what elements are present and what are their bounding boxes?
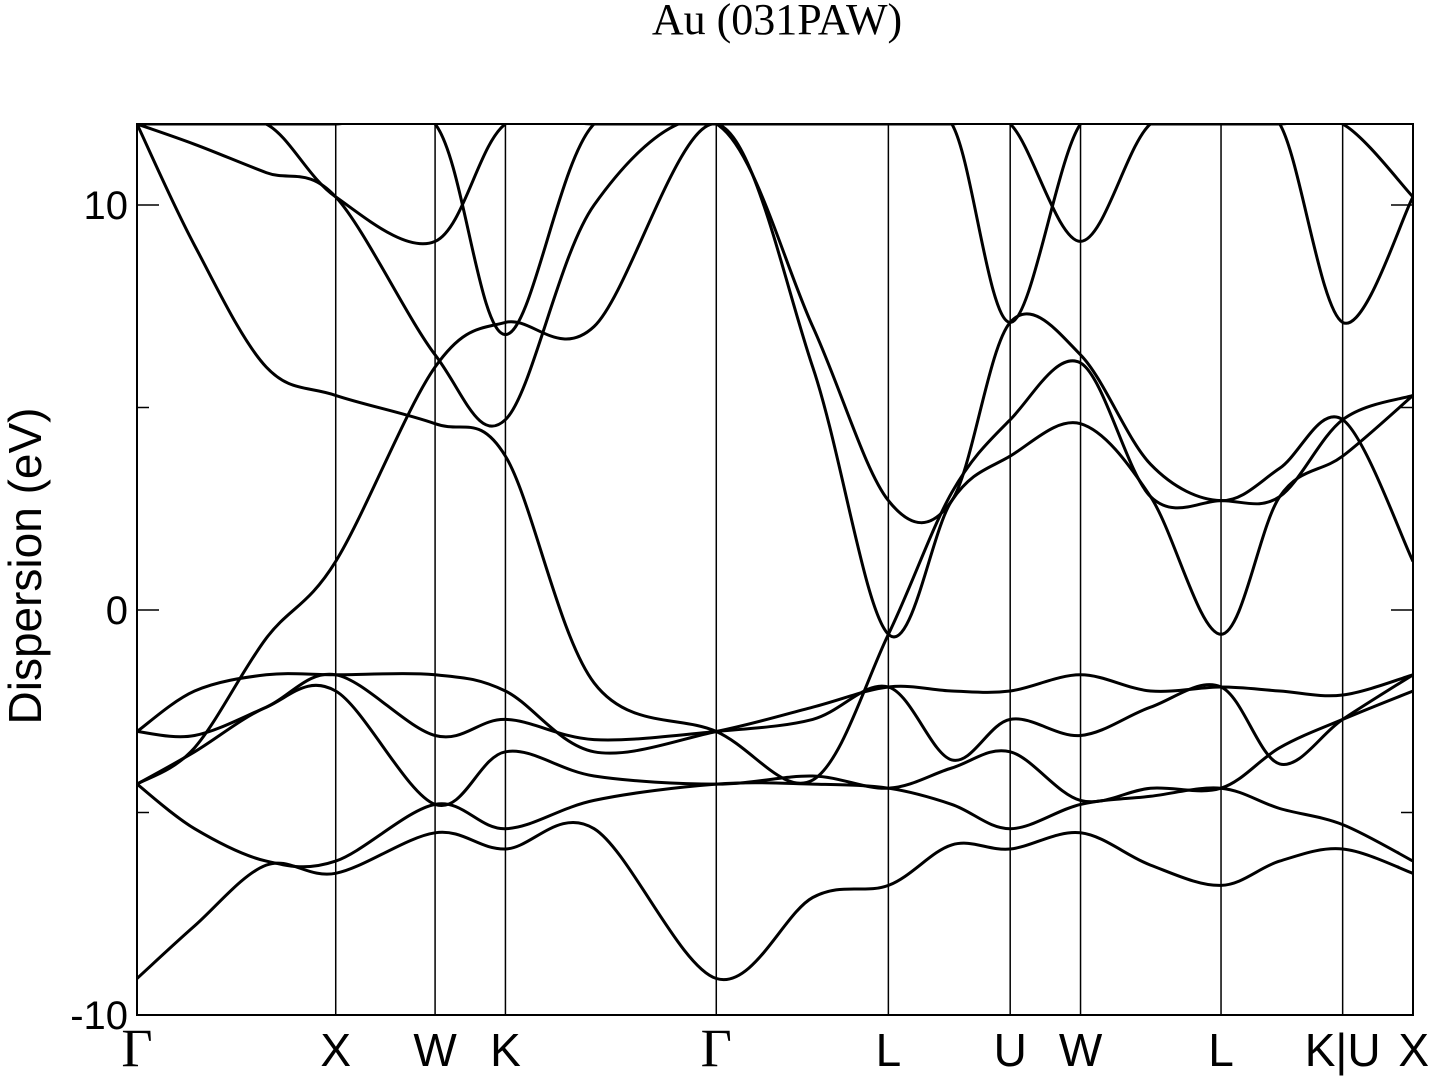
kpoint-label: K|U <box>1305 1024 1381 1076</box>
kpoint-label: X <box>320 1024 351 1076</box>
chart-title: Au (031PAW) <box>652 0 902 44</box>
kpoint-label: K <box>490 1024 521 1076</box>
x-axis-labels: Γ X W K Γ L U W L K|U X <box>121 1018 1429 1078</box>
y-tick-label: 0 <box>106 589 128 633</box>
kpoint-label: Γ <box>121 1018 152 1078</box>
kpoint-label: U <box>994 1024 1027 1076</box>
band-1 <box>137 821 1413 982</box>
kpoint-lines <box>334 124 1344 1015</box>
kpoint-label: L <box>1208 1024 1234 1076</box>
kpoint-label: W <box>1059 1024 1103 1076</box>
band-5 <box>137 672 1413 755</box>
band-7 <box>137 124 1413 785</box>
band-8 <box>137 124 1413 563</box>
kpoint-label: X <box>1398 1024 1429 1076</box>
y-tick-label: 10 <box>84 184 129 228</box>
kpoint-label: W <box>413 1024 457 1076</box>
band-3 <box>137 683 1413 808</box>
y-tick-label: -10 <box>70 994 128 1038</box>
band-lines <box>137 124 1413 982</box>
y-axis-label: Dispersion (eV) <box>0 408 51 725</box>
y-axis-ticks: -10 0 10 <box>70 184 1413 1038</box>
band-9 <box>137 124 1413 324</box>
kpoint-label: L <box>876 1024 902 1076</box>
kpoint-label: Γ <box>701 1018 732 1078</box>
band-6 <box>137 124 1413 786</box>
plot-frame <box>136 123 1414 1016</box>
